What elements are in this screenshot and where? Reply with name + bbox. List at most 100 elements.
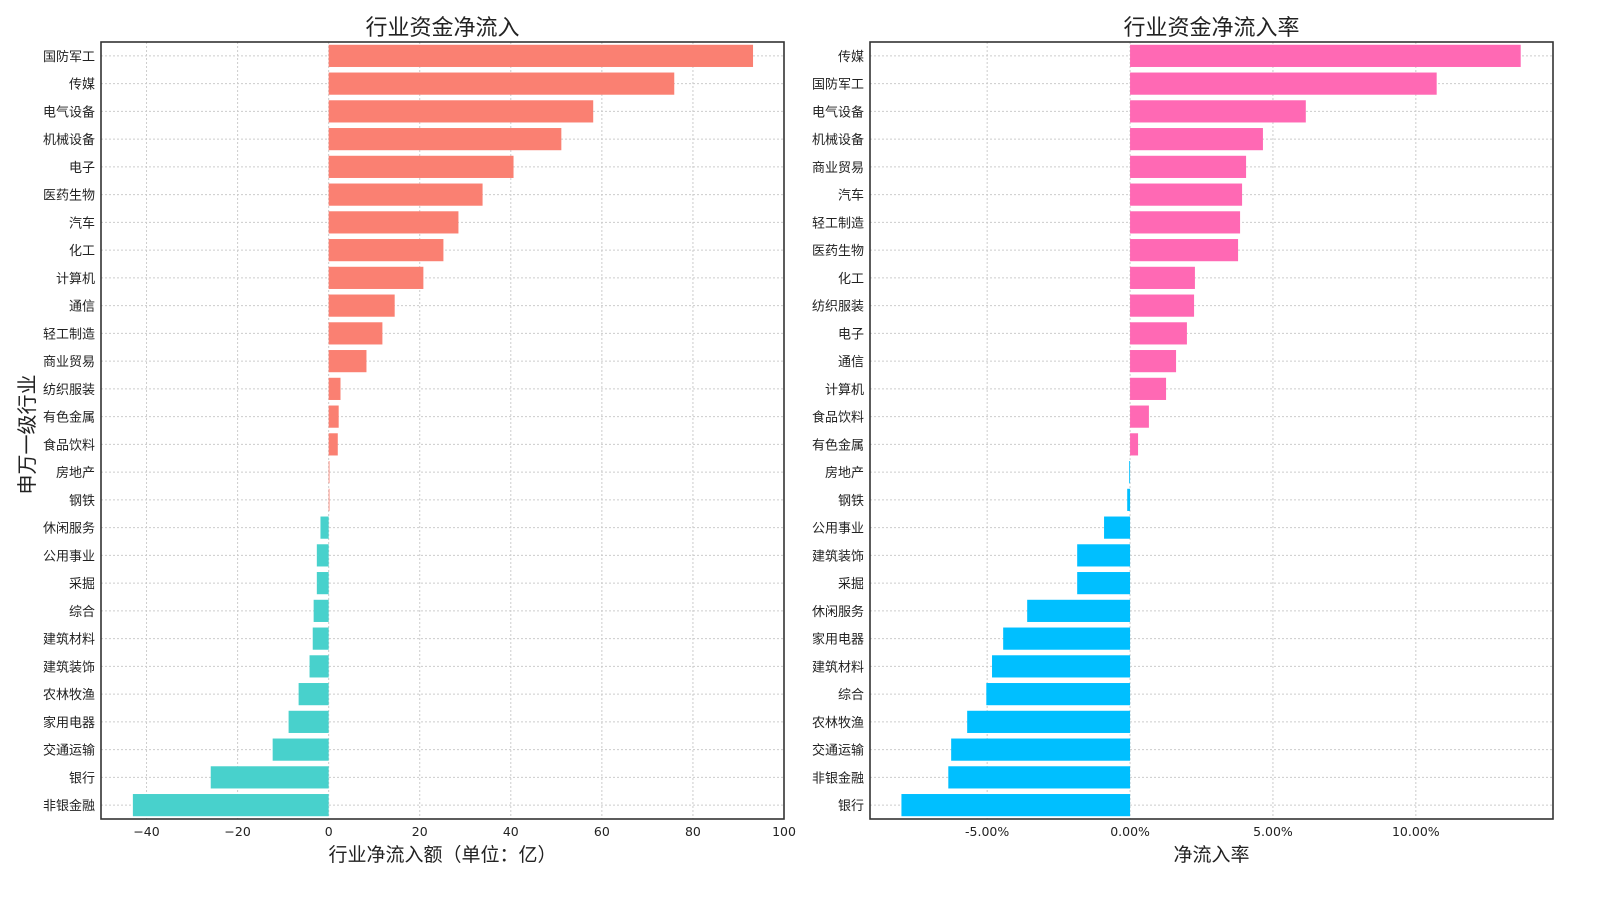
bar-综合 xyxy=(986,683,1131,706)
bar-电子 xyxy=(1130,322,1187,345)
y-tick-label: 计算机 xyxy=(56,272,95,287)
bar-电气设备 xyxy=(328,100,594,123)
bar-食品饮料 xyxy=(1130,405,1149,428)
y-tick-label: 公用事业 xyxy=(43,549,95,564)
bar-建筑材料 xyxy=(312,627,329,650)
bar-机械设备 xyxy=(328,128,562,151)
y-tick-label: 轻工制造 xyxy=(812,216,864,231)
bar-公用事业 xyxy=(316,544,329,567)
bar-非银金融 xyxy=(948,766,1131,789)
bar-国防军工 xyxy=(1130,72,1437,95)
y-tick-label: 纺织服装 xyxy=(43,383,95,398)
bar-化工 xyxy=(1130,266,1195,289)
bar-国防军工 xyxy=(328,44,754,67)
bar-钢铁 xyxy=(1127,488,1131,511)
x-tick-label: 60 xyxy=(594,824,610,839)
bar-通信 xyxy=(328,294,395,317)
y-tick-label: 商业贸易 xyxy=(43,355,95,370)
bar-传媒 xyxy=(1130,44,1521,67)
chart-panel-2: 传媒国防军工电气设备机械设备商业贸易汽车轻工制造医药生物化工纺织服装电子通信计算… xyxy=(812,16,1554,866)
bar-综合 xyxy=(313,599,329,622)
x-tick-label: −20 xyxy=(224,824,250,839)
y-tick-label: 国防军工 xyxy=(812,77,864,93)
y-tick-label: 交通运输 xyxy=(43,743,95,759)
x-tick-label: 0 xyxy=(325,824,333,839)
x-tick-label: -5.00% xyxy=(965,824,1009,839)
bar-交通运输 xyxy=(951,738,1131,761)
y-tick-label: 电气设备 xyxy=(812,104,864,120)
y-tick-label: 建筑材料 xyxy=(812,659,864,675)
bar-农林牧渔 xyxy=(967,710,1131,733)
bar-休闲服务 xyxy=(1027,599,1131,622)
bar-房地产 xyxy=(328,461,330,484)
y-tick-label: 银行 xyxy=(69,771,95,786)
bar-纺织服装 xyxy=(1130,294,1195,317)
y-tick-label: 商业贸易 xyxy=(812,161,864,176)
bar-传媒 xyxy=(328,72,675,95)
y-tick-label: 医药生物 xyxy=(43,189,95,204)
x-tick-label: 20 xyxy=(412,824,428,839)
y-tick-label: 电气设备 xyxy=(43,104,95,120)
bar-医药生物 xyxy=(328,183,483,206)
y-tick-label: 建筑装饰 xyxy=(43,659,95,675)
bar-有色金属 xyxy=(328,405,339,428)
y-tick-label: 非银金融 xyxy=(812,770,864,786)
bar-轻工制造 xyxy=(328,322,383,345)
y-tick-label: 有色金属 xyxy=(43,410,95,426)
bar-纺织服装 xyxy=(328,377,341,400)
bar-通信 xyxy=(1130,350,1177,373)
y-tick-label: 食品饮料 xyxy=(43,437,95,453)
bar-商业贸易 xyxy=(1130,155,1247,178)
y-tick-label: 家用电器 xyxy=(43,715,95,731)
y-tick-label: 传媒 xyxy=(838,50,864,65)
y-tick-label: 国防军工 xyxy=(43,49,95,65)
y-tick-label: 房地产 xyxy=(56,465,95,481)
x-tick-label: 10.00% xyxy=(1392,824,1440,839)
bar-休闲服务 xyxy=(320,516,329,539)
bar-家用电器 xyxy=(288,710,329,733)
y-tick-label: 非银金融 xyxy=(43,798,95,814)
y-tick-label: 建筑装饰 xyxy=(812,548,864,564)
bar-有色金属 xyxy=(1130,433,1139,456)
y-tick-label: 电子 xyxy=(838,327,864,342)
x-tick-label: 80 xyxy=(685,824,701,839)
y-tick-label: 综合 xyxy=(838,688,864,703)
y-tick-label: 公用事业 xyxy=(812,522,864,537)
bar-化工 xyxy=(328,239,444,262)
y-tick-label: 建筑材料 xyxy=(43,632,95,648)
bar-银行 xyxy=(210,766,329,789)
y-tick-label: 有色金属 xyxy=(812,437,864,453)
bar-建筑材料 xyxy=(992,655,1131,678)
axes-frame xyxy=(100,41,785,820)
y-axis-label: 申万一级行业 xyxy=(15,375,39,495)
y-tick-label: 汽车 xyxy=(838,188,864,204)
bar-公用事业 xyxy=(1104,516,1131,539)
y-tick-label: 休闲服务 xyxy=(812,604,864,620)
chart-title: 行业资金净流入 xyxy=(365,16,519,41)
chart-panel-1: 国防军工传媒电气设备机械设备电子医药生物汽车化工计算机通信轻工制造商业贸易纺织服… xyxy=(15,16,796,866)
bar-医药生物 xyxy=(1130,239,1239,262)
bar-交通运输 xyxy=(272,738,329,761)
bar-电气设备 xyxy=(1130,100,1306,123)
bar-农林牧渔 xyxy=(298,683,329,706)
bar-采掘 xyxy=(316,572,329,595)
y-tick-label: 休闲服务 xyxy=(43,521,95,537)
bar-轻工制造 xyxy=(1130,211,1241,234)
y-tick-label: 汽车 xyxy=(69,215,95,231)
y-tick-label: 纺织服装 xyxy=(812,300,864,315)
bar-食品饮料 xyxy=(328,433,338,456)
x-axis-label: 行业净流入额（单位：亿） xyxy=(328,844,556,866)
y-tick-label: 食品饮料 xyxy=(812,410,864,426)
y-tick-label: 医药生物 xyxy=(812,244,864,259)
bar-机械设备 xyxy=(1130,128,1263,151)
y-tick-label: 机械设备 xyxy=(43,132,95,148)
bar-银行 xyxy=(901,794,1131,817)
bar-建筑装饰 xyxy=(1077,544,1131,567)
bar-采掘 xyxy=(1077,572,1131,595)
bar-非银金融 xyxy=(132,794,329,817)
x-axis-label: 净流入率 xyxy=(1173,844,1249,866)
x-tick-label: 5.00% xyxy=(1253,824,1293,839)
x-tick-label: 100 xyxy=(772,824,796,839)
y-tick-label: 银行 xyxy=(838,799,864,814)
y-tick-label: 钢铁 xyxy=(838,494,864,509)
